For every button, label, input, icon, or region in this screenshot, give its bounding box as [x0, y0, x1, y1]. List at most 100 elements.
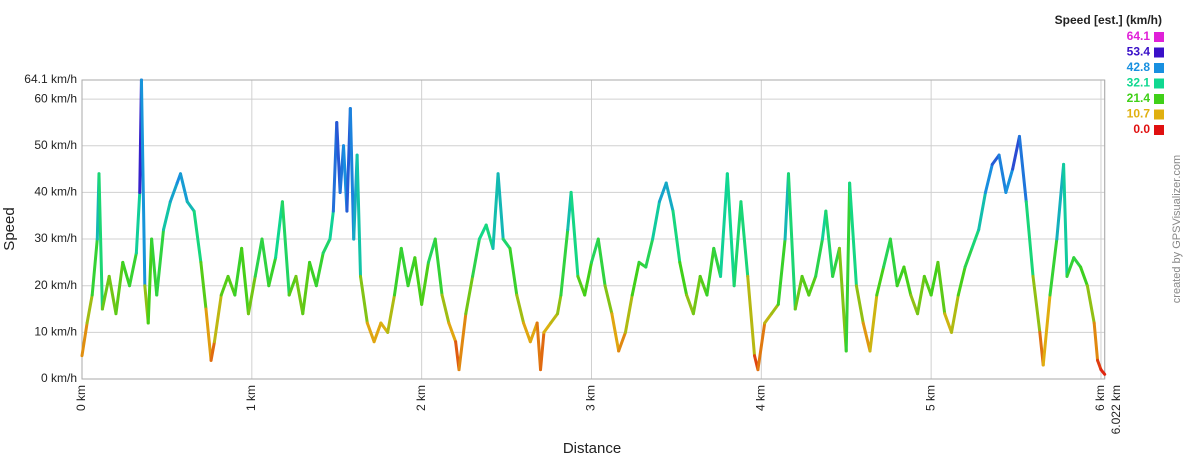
speed-segment	[1048, 237, 1059, 297]
speed-segment	[168, 181, 179, 204]
speed-segment	[1055, 162, 1066, 241]
legend-swatch	[1154, 63, 1164, 73]
speed-segment	[596, 237, 607, 288]
legend-label: 42.8	[1127, 60, 1151, 74]
speed-segment	[539, 330, 546, 372]
speed-segment	[1079, 265, 1089, 288]
speed-segment	[280, 200, 291, 297]
speed-segment	[471, 237, 481, 278]
speed-segment	[515, 293, 526, 325]
x-tick-label: 3 km	[584, 385, 598, 411]
speed-segment	[328, 209, 335, 241]
legend-label: 10.7	[1127, 107, 1151, 121]
y-axis-title: Speed	[1, 207, 18, 250]
speed-segment	[623, 293, 634, 334]
speed-segment	[219, 274, 230, 297]
speed-segment	[491, 172, 500, 250]
speed-segment	[868, 293, 879, 353]
speed-segment	[691, 274, 702, 316]
speed-segment	[204, 307, 213, 362]
speed-segment	[233, 246, 244, 297]
speed-segment	[603, 284, 614, 316]
speed-segment	[786, 172, 797, 311]
legend-swatch	[1154, 125, 1164, 135]
speed-segment	[617, 330, 627, 353]
speed-segment	[464, 274, 475, 316]
legend-swatch	[1154, 94, 1164, 104]
speed-segment	[413, 256, 424, 306]
speed-segment	[569, 190, 580, 278]
speed-segment	[85, 293, 94, 325]
legend-label: 53.4	[1127, 45, 1151, 59]
y-tick-label: 40 km/h	[34, 185, 77, 199]
speed-segment	[1072, 256, 1083, 269]
speed-segment	[212, 293, 223, 344]
speed-segment	[610, 312, 621, 353]
speed-segment	[769, 302, 780, 316]
speed-segment	[756, 321, 767, 372]
speed-segment	[559, 228, 570, 297]
speed-segment	[861, 321, 872, 353]
speed-segment	[226, 274, 237, 297]
speed-segment	[746, 274, 757, 358]
speed-segment	[824, 209, 835, 278]
speed-segment	[943, 312, 954, 334]
speed-segment	[1004, 167, 1015, 194]
speed-segment	[1017, 134, 1028, 204]
speed-segment	[678, 260, 689, 297]
speed-segment	[314, 251, 325, 288]
legend-swatch	[1154, 78, 1164, 89]
speed-segment	[1099, 368, 1107, 376]
legend-swatch	[1154, 47, 1164, 58]
speed-segment	[1031, 274, 1042, 334]
speed-segment	[1024, 200, 1035, 278]
legend-label: 0.0	[1133, 122, 1150, 136]
speed-segment	[274, 200, 284, 260]
speed-segment	[426, 237, 437, 264]
speed-segment	[542, 321, 553, 334]
y-tick-label: 20 km/h	[34, 278, 77, 292]
speed-segment	[321, 237, 332, 255]
speed-segment	[246, 274, 257, 316]
speed-segment	[1085, 284, 1096, 325]
speed-segment	[114, 260, 125, 316]
speed-segment	[139, 78, 147, 288]
speed-segment	[950, 293, 960, 334]
speed-segment	[447, 321, 458, 344]
speed-segment	[776, 237, 787, 306]
speed-segment	[107, 274, 118, 316]
legend-title: Speed [est.] (km/h)	[1055, 13, 1162, 27]
speed-segment	[440, 293, 451, 325]
speed-segment	[146, 237, 154, 325]
x-axis-title: Distance	[563, 440, 621, 457]
speed-segment	[301, 260, 312, 316]
x-tick-label: 5 km	[923, 385, 937, 411]
speed-segment	[178, 172, 189, 204]
speed-segment	[902, 265, 913, 297]
speed-segment	[844, 181, 852, 353]
speed-segment	[420, 260, 430, 306]
speed-segment	[359, 274, 369, 325]
speed-segment	[355, 153, 363, 278]
speed-segment	[100, 274, 111, 311]
speed-segment	[763, 312, 773, 325]
speed-segment	[192, 209, 203, 264]
speed-segment	[134, 190, 142, 255]
x-tick-label: 4 km	[753, 385, 767, 411]
speed-segment	[983, 162, 994, 194]
speed-segment	[240, 246, 250, 316]
x-tick-label: 1 km	[244, 385, 258, 411]
y-tick-label: 10 km/h	[34, 325, 77, 339]
speed-segment	[199, 260, 208, 311]
speed-segment	[90, 237, 99, 297]
y-tick-label: 60 km/h	[34, 91, 77, 105]
speed-segment	[963, 246, 974, 269]
speed-segment	[253, 237, 264, 278]
speed-segment	[956, 265, 967, 297]
speed-segment	[888, 237, 899, 288]
speed-segment	[630, 260, 641, 297]
speed-segment	[854, 284, 865, 325]
speed-segment	[719, 172, 729, 278]
speed-segment	[875, 265, 886, 297]
